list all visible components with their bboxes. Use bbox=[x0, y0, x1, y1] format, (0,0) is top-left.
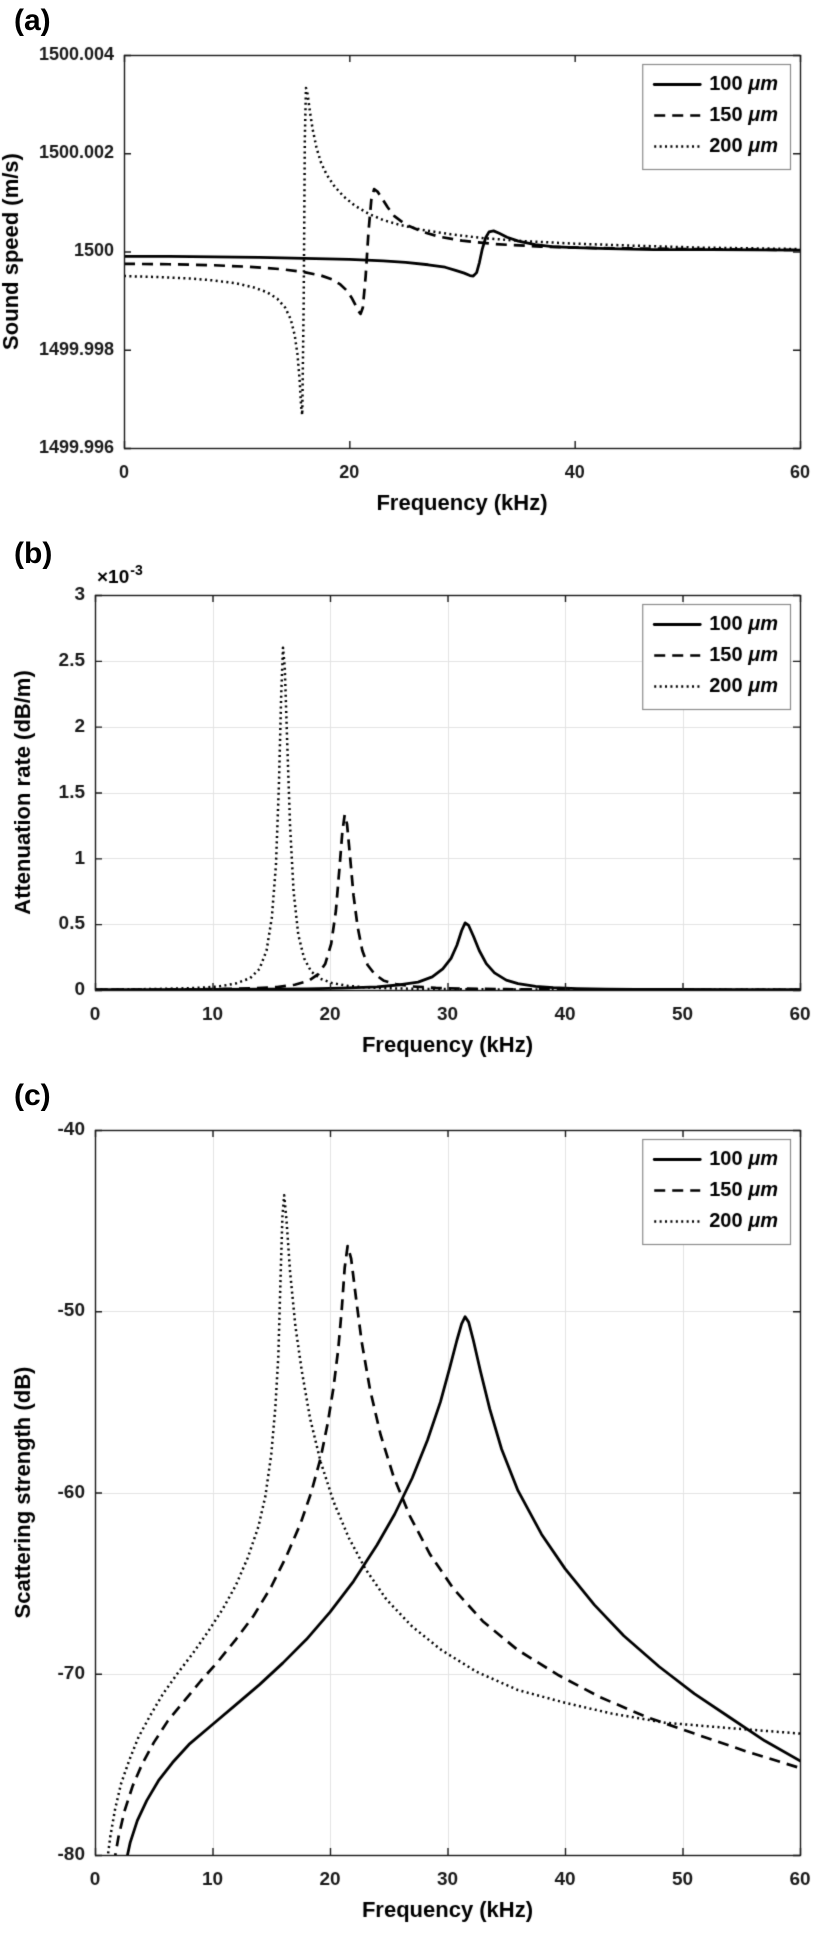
panel-b-label: (b) bbox=[14, 537, 53, 570]
chart-b bbox=[0, 535, 826, 1075]
panel-a: (a) bbox=[0, 0, 826, 535]
panel-c: (c) bbox=[0, 1075, 826, 1940]
panel-a-label: (a) bbox=[14, 4, 51, 37]
chart-a bbox=[0, 0, 826, 535]
panel-b: (b) bbox=[0, 535, 826, 1075]
panel-c-label: (c) bbox=[14, 1079, 51, 1112]
chart-c bbox=[0, 1075, 826, 1940]
